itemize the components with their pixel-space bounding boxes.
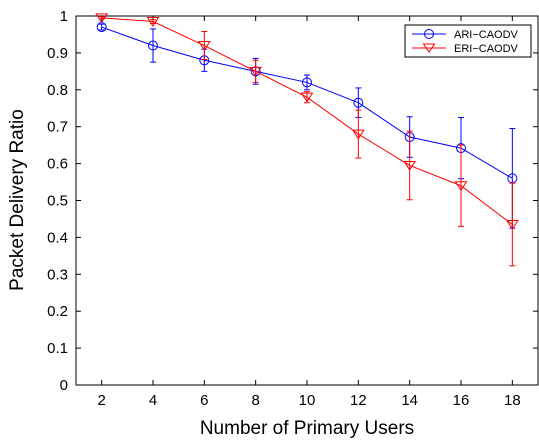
legend-marker-ari: [424, 29, 434, 39]
data-point: [403, 160, 417, 171]
data-point: [249, 66, 263, 77]
x-tick-label: 16: [453, 392, 470, 409]
data-point: [300, 92, 314, 103]
y-tick-label: 0.1: [47, 340, 68, 357]
data-point: [197, 41, 211, 51]
legend-label-ari: ARI−CAODV: [454, 29, 519, 41]
axes: 2 4 6 8 10 12 14 16 18 0 0.1 0.2 0.3 0.4 0.5 0.6 0.7 0.8 0…: [47, 8, 538, 409]
plot-area: [75, 15, 539, 386]
legend-marker-eri: [422, 43, 436, 53]
data-point: [95, 13, 109, 24]
y-tick-label: 0.9: [47, 45, 68, 62]
data-point: [148, 40, 158, 51]
legend-label-eri: ERI−CAODV: [454, 43, 519, 55]
data-point: [146, 17, 160, 27]
x-tick-label: 2: [97, 392, 105, 409]
series-0: [96, 22, 518, 229]
x-tick-label: 10: [299, 392, 316, 409]
y-tick-label: 1: [60, 8, 68, 25]
x-tick-label: 4: [149, 392, 157, 409]
data-point: [505, 219, 519, 230]
y-axis-label: Packet Delivery Ratio: [7, 109, 28, 291]
x-tick-label: 6: [200, 392, 208, 409]
x-tick-label: 18: [504, 392, 521, 409]
y-tick-label: 0.2: [47, 303, 68, 320]
y-tick-label: 0.7: [47, 119, 68, 136]
x-tick-label: 14: [401, 392, 418, 409]
x-axis-label: Number of Primary Users: [200, 418, 414, 439]
series-1: [95, 13, 519, 267]
series-layer: [95, 13, 519, 267]
y-tick-label: 0.8: [47, 82, 68, 99]
data-point: [353, 97, 364, 108]
data-point: [454, 181, 468, 192]
y-tick-label: 0.4: [47, 229, 68, 246]
x-tick-label: 12: [350, 392, 367, 409]
y-tick-label: 0: [60, 377, 68, 394]
y-tick-label: 0.3: [47, 266, 68, 283]
data-point: [302, 77, 312, 88]
y-tick-label: 0.5: [47, 193, 68, 210]
data-point: [351, 129, 365, 140]
x-tick-label: 8: [251, 392, 259, 409]
y-tick-label: 0.6: [47, 156, 68, 173]
legend: ARI−CAODV ERI−CAODV: [404, 24, 532, 58]
